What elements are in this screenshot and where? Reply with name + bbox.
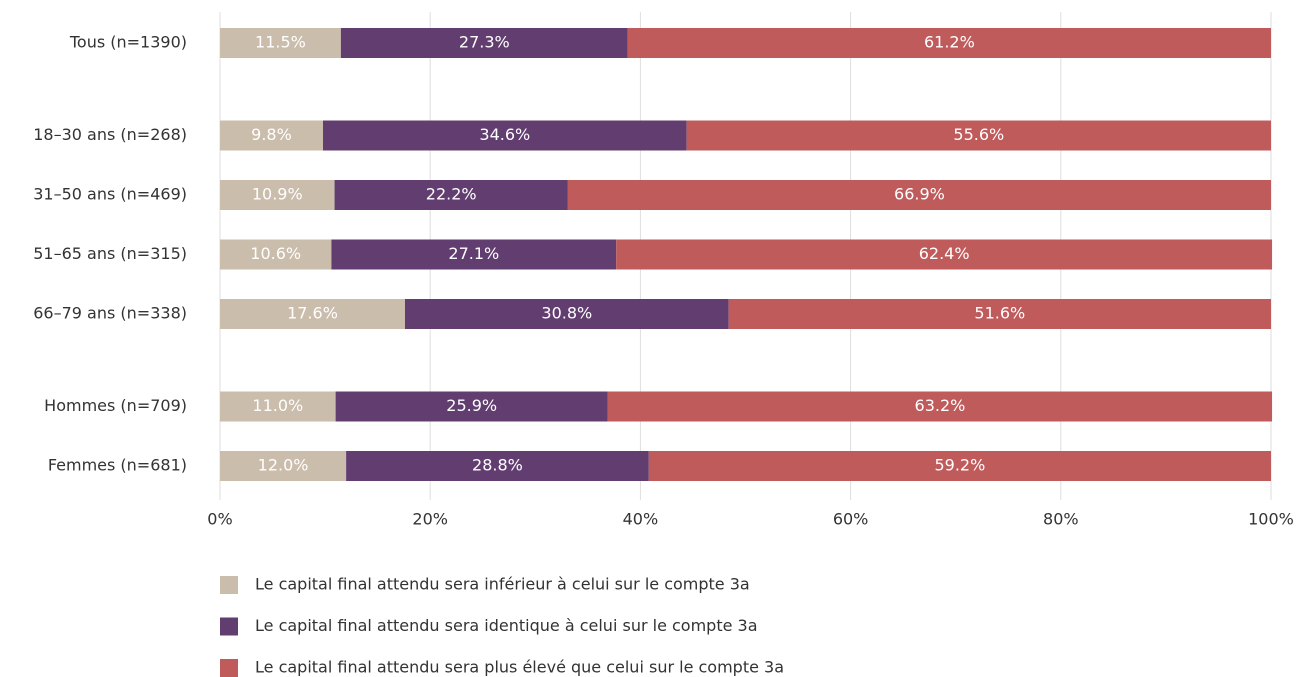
y-tick-label: 51–65 ans (n=315) [33, 244, 187, 263]
legend-swatch [220, 659, 238, 677]
bar-segment [220, 299, 405, 329]
bar-segment [220, 180, 335, 210]
legend-label: Le capital final attendu sera inférieur … [255, 575, 750, 594]
bar-segment [331, 239, 617, 270]
data-label: 63.2% [915, 396, 966, 415]
bar-segment [616, 239, 1273, 270]
bar-segment [607, 391, 1273, 422]
data-label: 28.8% [472, 456, 523, 475]
data-label: 10.6% [250, 244, 301, 263]
bar-segment [627, 28, 1271, 58]
x-tick-label: 80% [1043, 510, 1079, 529]
x-tick-label: 20% [412, 510, 448, 529]
data-label: 17.6% [287, 304, 338, 323]
data-label: 27.3% [459, 33, 510, 52]
y-tick-label: Hommes (n=709) [44, 396, 187, 415]
bar-segment [567, 180, 1271, 210]
x-tick-label: 40% [623, 510, 659, 529]
legend-swatch [220, 576, 238, 594]
y-tick-label: Femmes (n=681) [48, 456, 187, 475]
bar-segment [404, 299, 729, 329]
legend-label: Le capital final attendu sera identique … [255, 616, 758, 635]
data-label: 30.8% [541, 304, 592, 323]
bar-segment [340, 28, 628, 58]
data-label: 10.9% [252, 185, 303, 204]
data-label: 51.6% [974, 304, 1025, 323]
bar-segment [728, 299, 1271, 329]
bar-segment [322, 120, 687, 151]
data-label: 11.5% [255, 33, 306, 52]
y-tick-label: Tous (n=1390) [69, 33, 187, 52]
bar-segment [648, 451, 1271, 481]
legend-swatch [220, 617, 238, 636]
data-label: 62.4% [919, 244, 970, 263]
x-tick-label: 100% [1248, 510, 1294, 529]
bar-segment [220, 391, 336, 422]
data-label: 9.8% [251, 125, 292, 144]
data-label: 61.2% [924, 33, 975, 52]
legend-label: Le capital final attendu sera plus élevé… [255, 658, 784, 677]
data-label: 66.9% [894, 185, 945, 204]
y-tick-label: 18–30 ans (n=268) [33, 125, 187, 144]
data-label: 27.1% [448, 244, 499, 263]
data-label: 34.6% [479, 125, 530, 144]
data-label: 22.2% [426, 185, 477, 204]
data-label: 25.9% [446, 396, 497, 415]
bar-segment [686, 120, 1271, 151]
data-label: 55.6% [953, 125, 1004, 144]
bar-segment [220, 28, 341, 58]
bar-segment [220, 451, 347, 481]
data-label: 59.2% [934, 456, 985, 475]
y-tick-label: 31–50 ans (n=469) [33, 185, 187, 204]
bar-segment [346, 451, 649, 481]
data-label: 11.0% [252, 396, 303, 415]
x-tick-label: 0% [207, 510, 232, 529]
data-label: 12.0% [258, 456, 309, 475]
bar-segment [335, 391, 608, 422]
y-tick-label: 66–79 ans (n=338) [33, 304, 187, 323]
bar-segment [334, 180, 568, 210]
bar-segment [220, 239, 332, 270]
x-tick-label: 60% [833, 510, 869, 529]
bar-segment [220, 120, 323, 151]
